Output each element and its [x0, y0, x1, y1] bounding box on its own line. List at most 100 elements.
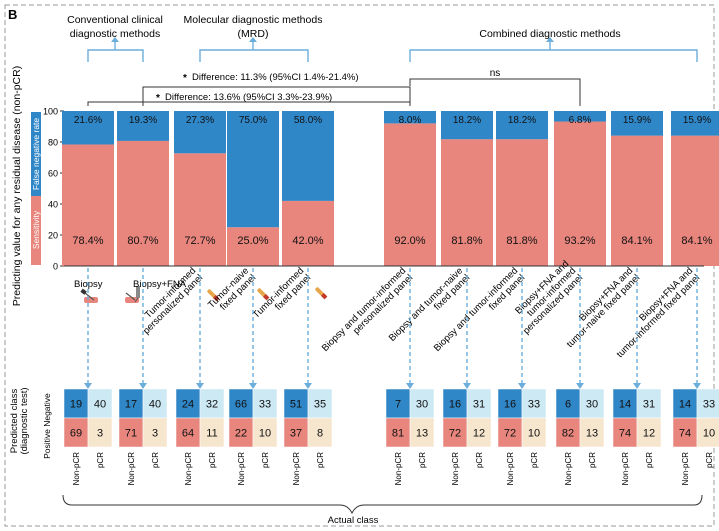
comparison-label-bg-2: [145, 89, 375, 101]
bar-label-false-negative: 15.9%: [683, 115, 711, 126]
bar-label-sensitivity: 84.1%: [681, 235, 712, 247]
bar-false-negative: [384, 111, 436, 124]
row-label-negative: Negative: [42, 393, 52, 427]
comparison-label-bg-1: [170, 69, 380, 82]
bar-sensitivity: [611, 135, 663, 266]
cell-false-negative: [672, 388, 698, 419]
dashed-arrow-head: [84, 383, 92, 389]
cell-true-positive: [497, 417, 523, 448]
cell-true-positive: [63, 417, 89, 448]
category-labels: BiopsyBiopsy+FNATumor-informedpersonaliz…: [74, 258, 702, 360]
dashed-arrow-head: [633, 383, 641, 389]
col-label-pcr: pCR: [475, 452, 484, 468]
cell-true-negative-value: 40: [94, 399, 106, 411]
confusion-matrix: 7 30 81 13 Non-pCR pCR: [385, 388, 435, 485]
bar-sensitivity: [554, 121, 606, 266]
bar-sensitivity: [174, 153, 226, 266]
bar-label-sensitivity: 78.4%: [72, 235, 103, 247]
blood-tube-icons: [207, 287, 328, 302]
col-label-non-pcr: Non-pCR: [184, 452, 193, 486]
cell-false-negative-value: 24: [182, 399, 194, 411]
biopsy-needle-icon: [80, 288, 98, 303]
bar-sensitivity: [671, 135, 719, 266]
bar-false-negative: [671, 111, 719, 136]
dashed-arrow-head: [304, 383, 312, 389]
cell-true-positive-value: 74: [679, 428, 691, 440]
bar-label-false-negative: 58.0%: [294, 115, 322, 126]
cell-true-negative: [87, 388, 113, 419]
bar-sensitivity: [62, 144, 114, 266]
comparison-text-1: Difference: 11.3% (95%CI 1.4%-21.4%): [192, 72, 359, 83]
bar-label-false-negative: 27.3%: [186, 115, 214, 126]
cell-false-positive: [466, 417, 492, 448]
cell-true-positive-value: 74: [619, 428, 631, 440]
cell-false-positive-value: 8: [317, 428, 323, 440]
y-tick-label: 80: [48, 138, 58, 148]
cell-true-negative-value: 35: [314, 399, 326, 411]
cell-true-negative: [636, 388, 662, 419]
cell-false-negative-value: 14: [619, 399, 631, 411]
confusion-matrix: 24 32 64 11 Non-pCR pCR: [175, 388, 225, 486]
y-tick-label: 0: [53, 262, 58, 272]
comparison-text-2: Difference: 13.6% (95%CI 3.3%-23.9%): [165, 92, 332, 103]
actual-class-brace: [62, 494, 703, 515]
confusion-matrix: 14 33 74 10 Non-pCR pCR: [672, 388, 719, 485]
col-label-pcr: pCR: [96, 452, 105, 468]
bar-false-negative: [611, 111, 663, 136]
cell-false-positive-value: 3: [152, 428, 158, 440]
cell-true-positive-value: 64: [182, 428, 194, 440]
bar-label-sensitivity: 84.1%: [621, 235, 652, 247]
cell-false-negative: [612, 388, 638, 419]
cell-false-negative-value: 6: [565, 399, 571, 411]
confusion-matrix: 6 30 82 13 Non-pCR pCR: [555, 388, 605, 486]
legend-sensitivity-swatch: [31, 196, 41, 265]
bar-label-false-negative: 18.2%: [453, 115, 481, 126]
cell-false-positive: [142, 417, 168, 448]
cell-true-positive-value: 37: [290, 428, 302, 440]
group-molecular-line2: (MRD): [238, 28, 269, 40]
group-brackets: [87, 40, 698, 62]
cell-true-negative: [142, 388, 168, 419]
cell-false-positive: [696, 417, 719, 448]
cell-false-positive-value: 10: [528, 428, 540, 440]
bar-label-false-negative: 21.6%: [74, 115, 102, 126]
confusion-ylabel-line2: (diagnostic test): [19, 387, 30, 454]
cell-true-negative-value: 32: [206, 399, 218, 411]
comparison-bracket-2: [87, 101, 411, 106]
y-tick-label: 100: [43, 107, 58, 117]
bar-false-negative: [62, 111, 114, 145]
col-label-pcr: pCR: [530, 452, 539, 468]
bar-label-false-negative: 8.0%: [399, 115, 422, 126]
cell-true-negative-value: 33: [528, 399, 540, 411]
cell-false-positive-value: 12: [643, 428, 655, 440]
cell-false-positive: [521, 417, 547, 448]
cell-true-negative: [409, 388, 435, 419]
col-label-pcr: pCR: [705, 452, 714, 468]
confusion-ylabel-line1: Predicted class: [9, 389, 20, 454]
bar-label-false-negative: 19.3%: [129, 115, 157, 126]
cell-true-positive-value: 81: [392, 428, 404, 440]
cell-true-negative-value: 33: [259, 399, 271, 411]
col-label-pcr: pCR: [418, 452, 427, 468]
bar-sensitivity: [441, 139, 493, 266]
y-tick-label: 60: [48, 169, 58, 179]
confusion-matrix: 51 35 37 8 Non-pCR pCR: [283, 388, 333, 486]
bar-label-sensitivity: 80.7%: [127, 235, 158, 247]
arrowhead-conventional: [111, 37, 119, 42]
cell-true-positive: [612, 417, 638, 448]
comparison-bracket-ns: [409, 78, 581, 106]
cell-false-positive: [579, 417, 605, 448]
dashed-arrow-head: [139, 383, 147, 389]
cell-true-negative-value: 31: [643, 399, 655, 411]
bracket-conventional: [87, 49, 144, 62]
cell-true-positive: [175, 417, 201, 448]
category-label: Biopsy+FNA: [133, 279, 187, 290]
cell-false-positive-value: 13: [586, 428, 598, 440]
bar-label-sensitivity: 25.0%: [237, 235, 268, 247]
cell-false-positive-value: 11: [206, 428, 217, 440]
col-label-non-pcr: Non-pCR: [564, 452, 573, 486]
col-label-non-pcr: Non-pCR: [292, 452, 301, 486]
cell-false-negative-value: 17: [125, 399, 137, 411]
